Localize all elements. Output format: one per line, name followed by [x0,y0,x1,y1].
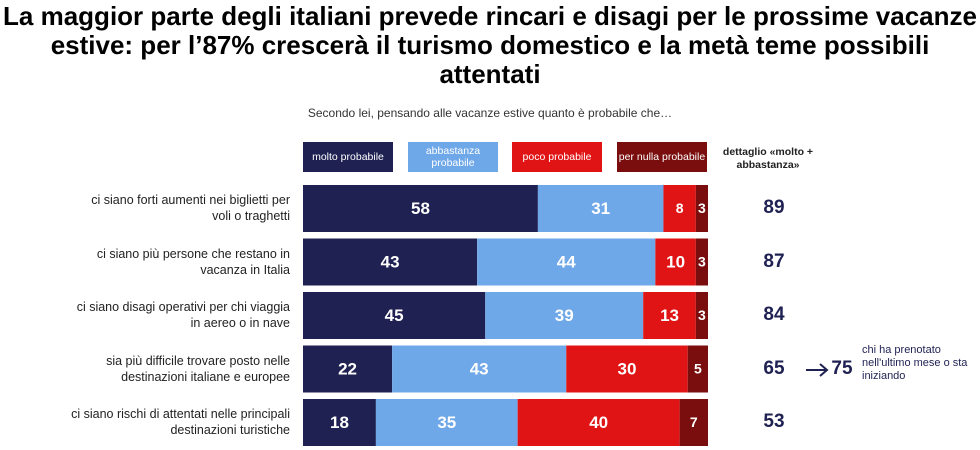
value-label: 3 [698,254,706,270]
value-label: 45 [385,306,404,325]
value-label: 13 [660,306,679,325]
category-label: sia più difficile trovare posto nelle de… [106,353,290,384]
bar-segment [485,292,644,339]
value-label: 35 [437,413,456,432]
value-label: 31 [591,199,610,218]
bar-segment [687,345,708,393]
value-label: 8 [676,200,684,216]
bar-segment [695,292,708,339]
category-label: ci siano più persone che restano in vaca… [96,246,290,277]
bar-segment [679,399,708,446]
value-label: 43 [381,252,400,271]
totals-header: dettaglio «molto + abbastanza» [722,146,814,171]
value-label: 43 [470,359,489,378]
legend-item: per nulla probabile [617,142,707,172]
bar-segment [375,399,518,446]
value-label: 22 [338,359,357,378]
annotation-value: 75 [831,357,853,379]
category-label: ci siano rischi di attentati nelle princ… [71,407,290,437]
bar-segment [303,399,376,446]
chart-title: La maggior parte degli italiani prevede … [3,1,977,89]
category-label: ci siano forti aumenti nei biglietti per… [91,193,290,223]
arrow [806,363,829,377]
bar-segment [303,185,538,232]
total-value: 84 [763,304,785,325]
value-label: 18 [330,413,349,432]
bar-segment [695,185,708,232]
category-label: ci siano disagi operativi per chi viaggi… [76,300,290,330]
bar-segment [303,345,393,393]
bar-segment [537,185,664,232]
bar-segment [477,238,656,286]
value-label: 3 [698,307,706,323]
bar-segment [392,345,567,393]
bar-segment [303,292,486,339]
annotation-text: chi ha prenotato nell'ultimo mese o sta … [862,343,968,382]
legend-item: molto probabile [303,142,393,172]
bar-segment [695,238,708,286]
legend-item: abbastanza probabile [408,142,498,172]
value-label: 7 [690,414,698,430]
bar-segment [663,185,696,232]
total-value: 89 [763,197,785,218]
total-value: 87 [763,250,785,272]
value-label: 39 [555,306,574,325]
value-label: 10 [666,252,685,271]
value-label: 5 [694,361,702,377]
bar-segment [517,399,680,446]
bar-segment [643,292,696,339]
bar-segment [566,345,688,393]
bar-segment [655,238,696,286]
legend-item: poco probabile [512,142,602,172]
bar-segment [303,238,478,286]
total-value: 53 [763,411,785,432]
value-label: 40 [589,413,608,432]
value-label: 30 [618,359,637,378]
value-label: 3 [698,200,706,216]
value-label: 58 [411,199,430,218]
value-label: 44 [557,252,576,271]
total-value: 65 [763,357,785,379]
subtitle: Secondo lei, pensando alle vacanze estiv… [307,106,673,120]
